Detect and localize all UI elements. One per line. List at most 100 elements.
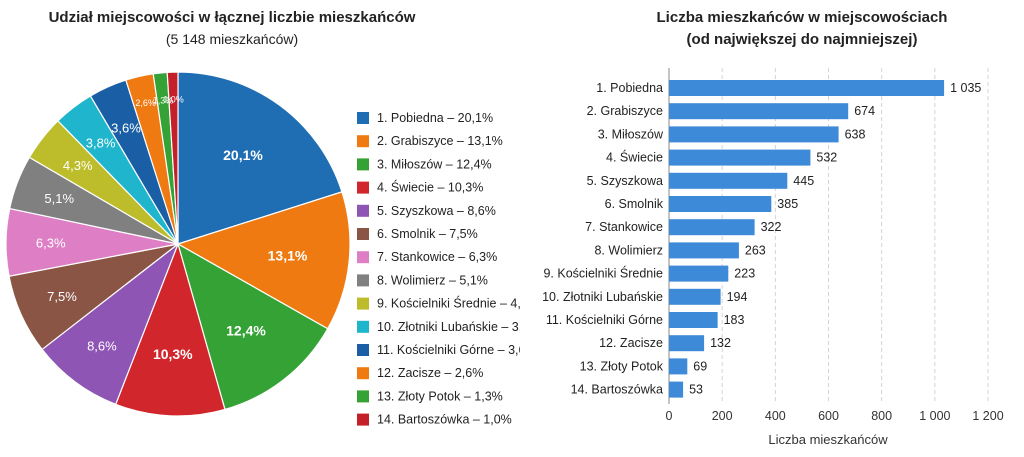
bar [669,219,755,236]
x-tick-label: 600 [818,409,839,423]
legend-swatch [357,367,369,380]
bar-x-axis-label: Liczba mieszkańców [768,432,888,447]
legend-label: 8. Wolimierz – 5,1% [377,273,488,287]
pie-slice [114,242,226,417]
pie-chart-title: Udział miejscowości w łącznej liczbie mi… [49,9,416,26]
bar-category-label: 3. Miłoszów [598,127,664,141]
bar-category-label: 14. Bartoszówka [571,383,663,397]
bar-value-label: 1 035 [950,81,981,95]
legend-label: 12. Zacisze – 2,6% [377,366,483,380]
pie-slice [41,242,180,406]
bar [669,242,739,259]
bar [669,126,839,143]
bar [669,312,718,328]
bar [669,265,729,282]
bar-category-label: 10. Złotniki Lubańskie [542,290,663,304]
x-tick-label: 1 000 [919,409,950,423]
bar-chart-title-line1: Liczba mieszkańców w miejscowościach [657,9,948,26]
bar-category-label: 6. Smolnik [605,197,664,211]
bar-value-label: 223 [734,267,755,281]
legend-label: 7. Stankowice – 6,3% [377,250,497,264]
bar-category-label: 11. Kościelniki Górne [546,313,663,327]
bar [669,103,849,120]
legend-swatch [357,251,369,264]
pie-slice-label: 12,4% [226,323,266,339]
pie-slice-label: 20,1% [223,147,263,163]
legend-label: 1. Pobiedna – 20,1% [377,111,493,125]
bar-value-label: 385 [777,197,798,211]
bar-category-label: 4. Świecie [606,150,663,165]
legend-label: 9. Kościelniki Średnie – 4,3% [377,296,520,311]
bar-category-labels: 1. Pobiedna 2. Grabiszyce 3. Miłoszów 4. Św… [542,81,664,397]
legend-swatch [357,390,369,403]
bar-category-label: 2. Grabiszyce [587,104,663,118]
pie-slice-label: 13,1% [268,247,308,263]
pie-slice-label: 4,3% [63,158,93,173]
pie-slice-label: 3,6% [111,120,141,135]
legend-swatch [357,112,369,124]
bar-tick-labels: 0 200 400 600 800 1 000 1 200 [666,409,1004,423]
legend-swatch [357,320,369,333]
legend-label: 6. Smolnik – 7,5% [377,227,478,241]
bar-category-label: 12. Zacisze [599,336,663,350]
bar-category-label: 1. Pobiedna [596,81,663,95]
bar [669,358,688,375]
pie-slice-label: 2,6% [135,98,156,108]
bar-category-label: 5. Szyszkowa [587,174,663,188]
bar-chart: Liczba mieszkańców w miejscowościach (od… [542,9,1004,447]
legend-label: 13. Złoty Potok – 1,3% [377,389,503,403]
pie-slice [177,71,343,245]
legend-label: 11. Kościelniki Górne – 3,6% [377,343,520,357]
bar-value-label: 69 [693,359,707,373]
legend-swatch [357,181,369,194]
bar [669,288,721,305]
pie-slice [166,71,179,245]
pie-slice-label: 1,0% [163,95,184,105]
legend-swatch [357,413,369,426]
bar-value-label: 674 [854,104,875,118]
legend-swatch [357,204,369,217]
legend-label: 10. Złotniki Lubańskie – 3,8% [377,320,520,334]
bar-value-label: 638 [845,127,866,141]
bar-value-label: 194 [727,290,748,304]
bar-value-label: 183 [724,313,745,327]
legend-swatch [357,297,369,310]
bar-value-label: 445 [793,174,814,188]
pie-slice-label: 8,6% [87,339,117,354]
pie-chart: Udział miejscowości w łącznej liczbie mi… [5,9,520,427]
bar-category-label: 13. Złoty Potok [580,359,664,373]
pie-slice-label: 10,3% [153,346,193,362]
x-tick-label: 400 [765,409,786,423]
pie-legend: 1. Pobiedna – 20,1% 2. Grabiszyce – 13,1%… [357,111,520,427]
bar-value-label: 132 [710,336,731,350]
legend-label: 5. Szyszkowa – 8,6% [377,204,496,218]
pie-slice-label: 1,3% [153,95,174,105]
bar-category-label: 7. Stankowice [585,220,663,234]
x-tick-label: 800 [871,409,892,423]
pie-slices [5,71,351,417]
pie-chart-subtitle: (5 148 mieszkańców) [166,31,298,47]
bar [669,80,945,96]
bar [669,335,705,352]
bar [669,196,772,212]
legend-label: 4. Świecie – 10,3% [377,180,483,195]
bar-value-label: 322 [761,220,782,234]
legend-swatch [357,344,369,356]
bar-category-label: 8. Wolimierz [594,243,663,257]
bar-value-label: 53 [689,383,703,397]
pie-slice [177,242,329,411]
bar-value-label: 532 [816,151,837,165]
legend-swatch [357,274,369,287]
x-tick-label: 200 [712,409,733,423]
pie-slice [176,191,351,330]
pie-slice-label: 7,5% [47,289,77,304]
pie-slice-label: 3,8% [86,135,116,150]
bar-category-label: 9. Kościelniki Średnie [543,266,663,281]
x-tick-label: 1 200 [972,409,1003,423]
bar [669,149,811,166]
legend-swatch [357,158,369,171]
bar-marks [669,80,945,398]
bar [669,381,684,398]
